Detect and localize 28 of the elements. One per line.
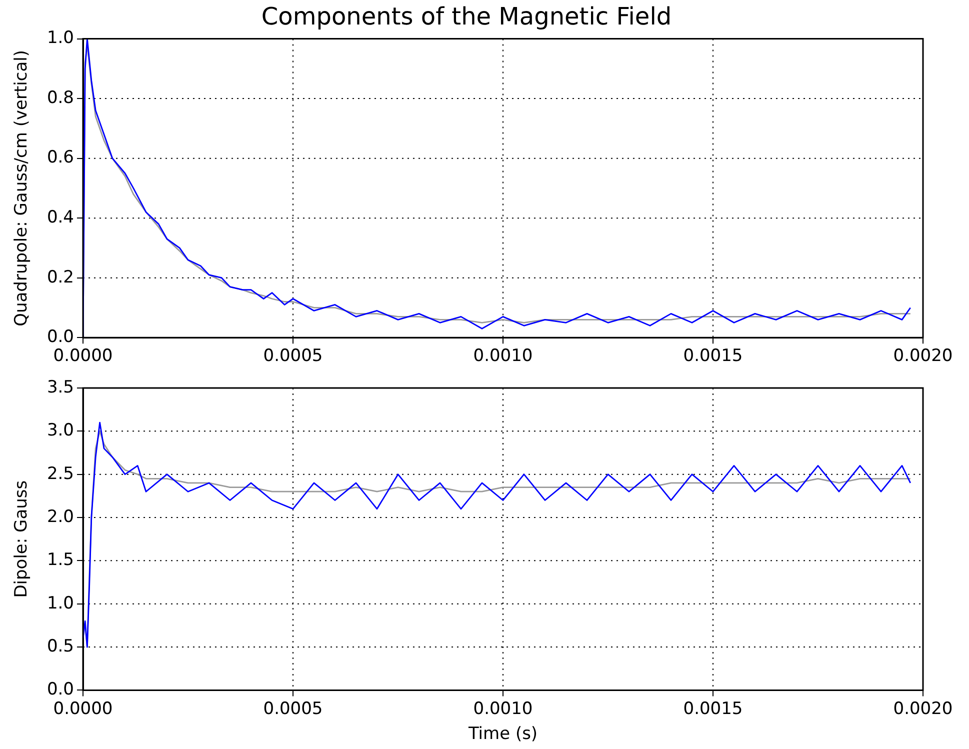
y-tick-label: 0.8 — [46, 88, 74, 108]
y-tick-label: 0.2 — [46, 267, 74, 288]
x-tick-label: 0.0020 — [893, 346, 953, 366]
x-tick-label: 0.0005 — [263, 346, 323, 366]
chart-title: Components of the Magnetic Field — [261, 2, 672, 31]
y-tick-label: 0.5 — [46, 636, 74, 656]
y-tick-label: 1.0 — [46, 28, 74, 48]
x-tick-label: 0.0000 — [53, 698, 113, 719]
y-tick-label: 3.5 — [46, 377, 74, 398]
y-tick-label: 3.0 — [46, 420, 74, 441]
y-tick-label: 1.5 — [46, 550, 74, 570]
x-tick-label: 0.0010 — [473, 346, 533, 366]
y-tick-label: 2.5 — [46, 464, 74, 484]
y-tick-label: 0.4 — [46, 208, 74, 228]
x-axis-title: Time (s) — [467, 724, 538, 744]
x-tick-label: 0.0000 — [53, 346, 113, 366]
x-tick-label: 0.0015 — [683, 346, 743, 366]
y-axis-title: Dipole: Gauss — [12, 480, 32, 598]
y-tick-label: 2.0 — [46, 506, 74, 527]
x-tick-label: 0.0015 — [683, 698, 743, 719]
x-tick-label: 0.0010 — [473, 698, 533, 719]
y-tick-label: 0.0 — [46, 680, 74, 700]
y-tick-label: 0.6 — [46, 148, 74, 168]
y-axis-title: Quadrupole: Gauss/cm (vertical) — [12, 50, 32, 326]
y-tick-label: 1.0 — [46, 593, 74, 614]
y-tick-label: 0.0 — [46, 327, 74, 348]
x-tick-label: 0.0005 — [263, 698, 323, 719]
x-tick-label: 0.0020 — [893, 698, 953, 719]
